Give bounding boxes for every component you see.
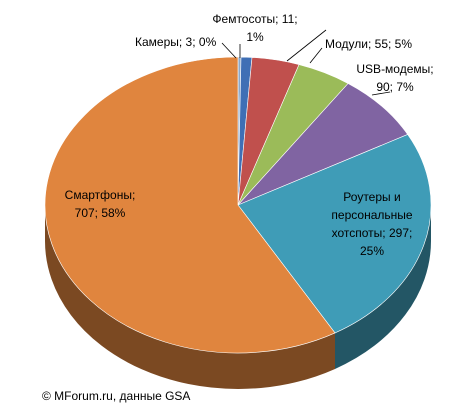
pie-slice <box>44 56 336 354</box>
data-label: Смартфоны; 707; 58% <box>65 188 136 220</box>
pie-slice-side <box>45 205 336 389</box>
data-label: USB-модемы; 90; 7% <box>356 62 433 94</box>
leader-line <box>309 47 323 64</box>
leader-line <box>221 42 237 59</box>
source-note: © MForum.ru, данные GSA <box>42 389 190 403</box>
pie-slice <box>237 134 432 334</box>
pie-slice-side <box>335 205 431 369</box>
data-label: Модули; 55; 5% <box>325 37 412 51</box>
data-label: Фемтосоты; 11; 1% <box>212 12 297 44</box>
data-label: Камеры; 3; 0% <box>135 35 217 49</box>
leader-line <box>286 29 327 62</box>
leader-line <box>371 91 391 96</box>
data-label: Роутеры и персональные хотспоты; 297; 25% <box>331 190 412 258</box>
